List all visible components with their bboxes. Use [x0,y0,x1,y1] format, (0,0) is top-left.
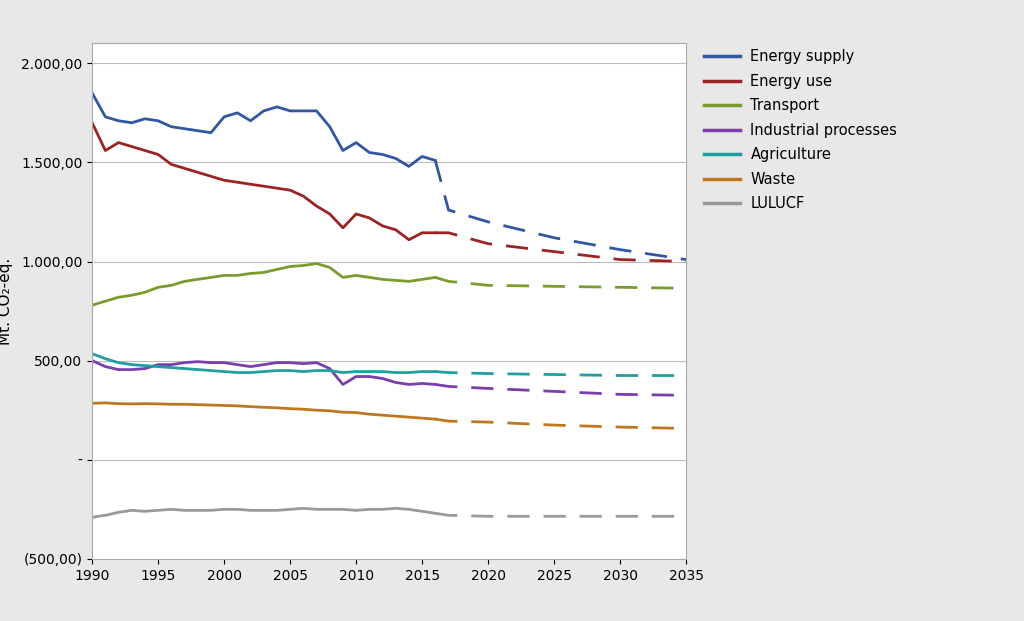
Legend: Energy supply, Energy use, Transport, Industrial processes, Agriculture, Waste, : Energy supply, Energy use, Transport, In… [698,43,903,217]
Y-axis label: Mt. CO₂-eq.: Mt. CO₂-eq. [0,258,12,345]
